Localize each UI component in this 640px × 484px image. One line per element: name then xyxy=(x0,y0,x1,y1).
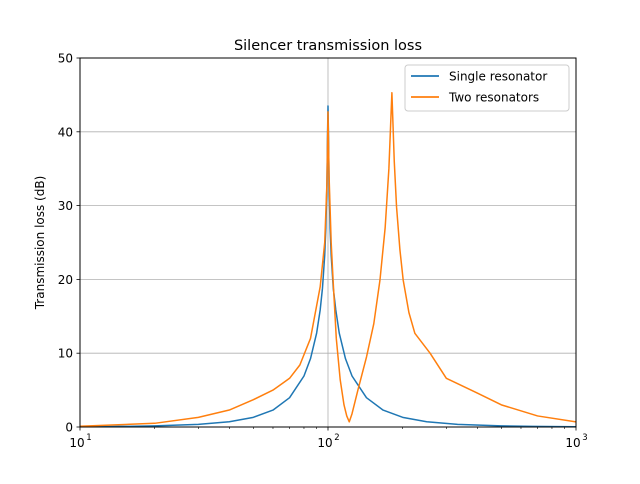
x-tick-label: 10 xyxy=(69,436,84,450)
x-tick-label: 10 xyxy=(317,436,332,450)
y-axis-label: Transmission loss (dB) xyxy=(33,176,47,311)
series-lines xyxy=(79,91,577,428)
chart-title: Silencer transmission loss xyxy=(234,38,422,54)
legend-box xyxy=(404,64,570,112)
x-tick-label-exponent: 3 xyxy=(582,433,587,443)
y-tick-label: 10 xyxy=(58,347,73,361)
x-tick-label-exponent: 2 xyxy=(334,433,339,443)
legend-label: Single resonator xyxy=(449,70,547,84)
y-tick-label: 30 xyxy=(58,199,73,213)
y-tick-label: 20 xyxy=(58,273,73,287)
legend-label: Two resonators xyxy=(448,91,539,105)
y-tick-label: 0 xyxy=(65,421,73,435)
series-line-1 xyxy=(79,105,577,428)
x-tick-label: 10 xyxy=(565,436,580,450)
y-tick-label: 40 xyxy=(58,125,73,139)
series-line-2 xyxy=(79,91,577,428)
x-tick-label-exponent: 1 xyxy=(86,433,91,443)
y-tick-label: 50 xyxy=(58,52,73,66)
legend: Single resonator Two resonators xyxy=(404,64,570,112)
